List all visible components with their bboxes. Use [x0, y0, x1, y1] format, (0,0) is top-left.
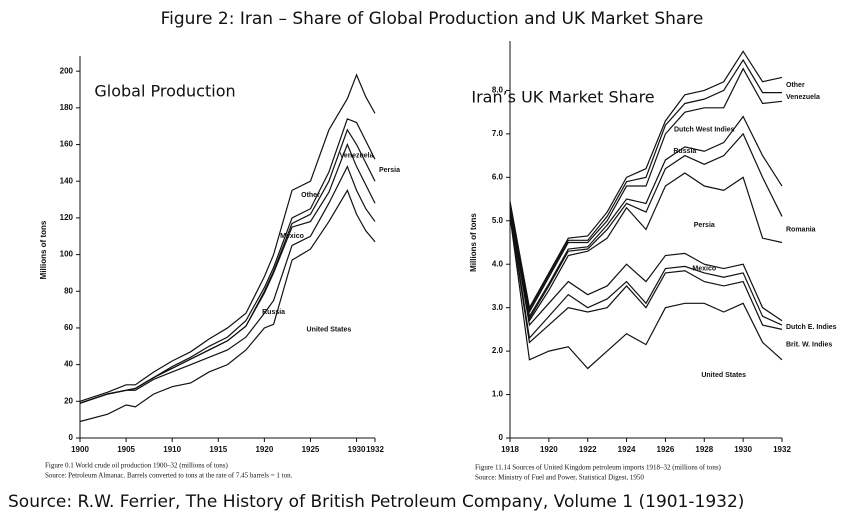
y-tick-label: 80: [64, 286, 73, 295]
series-label: Russia: [262, 309, 285, 316]
y-tick-label: 1.0: [492, 390, 504, 399]
series-label: Dutch E. Indies: [786, 324, 837, 331]
page-title: Figure 2: Iran – Share of Global Product…: [161, 9, 704, 29]
series-label: Venezuela: [340, 152, 374, 159]
y-tick-label: 100: [60, 250, 74, 259]
series-label: Mexico: [692, 265, 716, 272]
series-label: United States: [307, 327, 352, 334]
series-line: [509, 211, 783, 340]
series-label: United States: [701, 372, 746, 379]
caption-source: Source: Petroleum Almanac. Barrels conve…: [45, 472, 293, 480]
series-label: Russia: [673, 148, 696, 155]
series-line: [79, 165, 376, 404]
x-tick-label: 1920: [255, 445, 273, 454]
y-tick-label: 2.0: [492, 346, 504, 355]
y-tick-label: 20: [64, 396, 73, 405]
page-source: Source: R.W. Ferrier, The History of Bri…: [8, 492, 744, 512]
x-tick-label: 1905: [117, 445, 135, 454]
series-label: Romania: [786, 226, 816, 233]
x-tick-label: 1922: [579, 445, 597, 454]
x-tick-label: 1900: [71, 445, 89, 454]
series-line: [509, 58, 782, 312]
y-tick-label: 60: [64, 323, 73, 332]
y-tick-label: 5.0: [492, 216, 504, 225]
inner-title: Iran’s UK Market Share: [471, 88, 654, 107]
y-tick-label: 0: [499, 433, 504, 442]
series-line: [509, 115, 783, 319]
series-line: [79, 118, 376, 404]
series-label: Other: [786, 82, 805, 89]
y-tick-label: 3.0: [492, 303, 504, 312]
x-tick-label: 1926: [657, 445, 675, 454]
caption: Figure 11.14 Sources of United Kingdom p…: [475, 464, 722, 472]
x-tick-label: 1924: [618, 445, 636, 454]
y-tick-label: 8.0: [492, 86, 504, 95]
x-tick-label: 1920: [540, 445, 558, 454]
y-tick-label: 7.0: [492, 129, 504, 138]
y-tick-label: 40: [64, 360, 73, 369]
y-tick-label: 0: [69, 433, 74, 442]
y-tick-label: 6.0: [492, 172, 504, 181]
series-label: Brit. W. Indies: [786, 341, 832, 348]
series-line: [509, 216, 783, 370]
y-tick-label: 4.0: [492, 259, 504, 268]
y-tick-label: 160: [60, 140, 74, 149]
series-line: [509, 67, 783, 314]
y-axis-label: Millions of tons: [39, 220, 48, 279]
x-tick-label: 1918: [501, 445, 519, 454]
series-label: Persia: [694, 222, 715, 229]
series-line: [509, 214, 783, 344]
x-tick-label: 1932: [773, 445, 791, 454]
series-label: Persia: [379, 167, 400, 174]
caption-source: Source: Ministry of Fuel and Power, Stat…: [475, 474, 644, 482]
x-tick-label: 1932: [366, 445, 384, 454]
x-tick-label: 1925: [302, 445, 320, 454]
y-tick-label: 140: [60, 176, 74, 185]
series-label: Mexico: [280, 233, 304, 240]
series-label: Dutch West Indies: [674, 126, 735, 133]
series-line: [79, 189, 376, 423]
series-line: [509, 50, 783, 310]
y-axis-label: Millions of tons: [469, 213, 478, 272]
caption: Figure 0.1 World crude oil production 19…: [45, 462, 229, 470]
y-tick-label: 120: [60, 213, 74, 222]
x-tick-label: 1928: [695, 445, 713, 454]
series-line: [509, 209, 783, 327]
x-tick-label: 1930: [734, 445, 752, 454]
series-label: Venezuela: [786, 94, 820, 101]
series-line: [509, 132, 783, 321]
y-tick-label: 200: [60, 66, 74, 75]
series-label: Other: [301, 192, 320, 199]
x-tick-label: 1910: [163, 445, 181, 454]
series-line: [509, 172, 783, 323]
y-tick-label: 180: [60, 103, 74, 112]
inner-title: Global Production: [94, 82, 235, 101]
x-tick-label: 1915: [209, 445, 227, 454]
series-line: [79, 73, 376, 402]
x-tick-label: 1930: [348, 445, 366, 454]
